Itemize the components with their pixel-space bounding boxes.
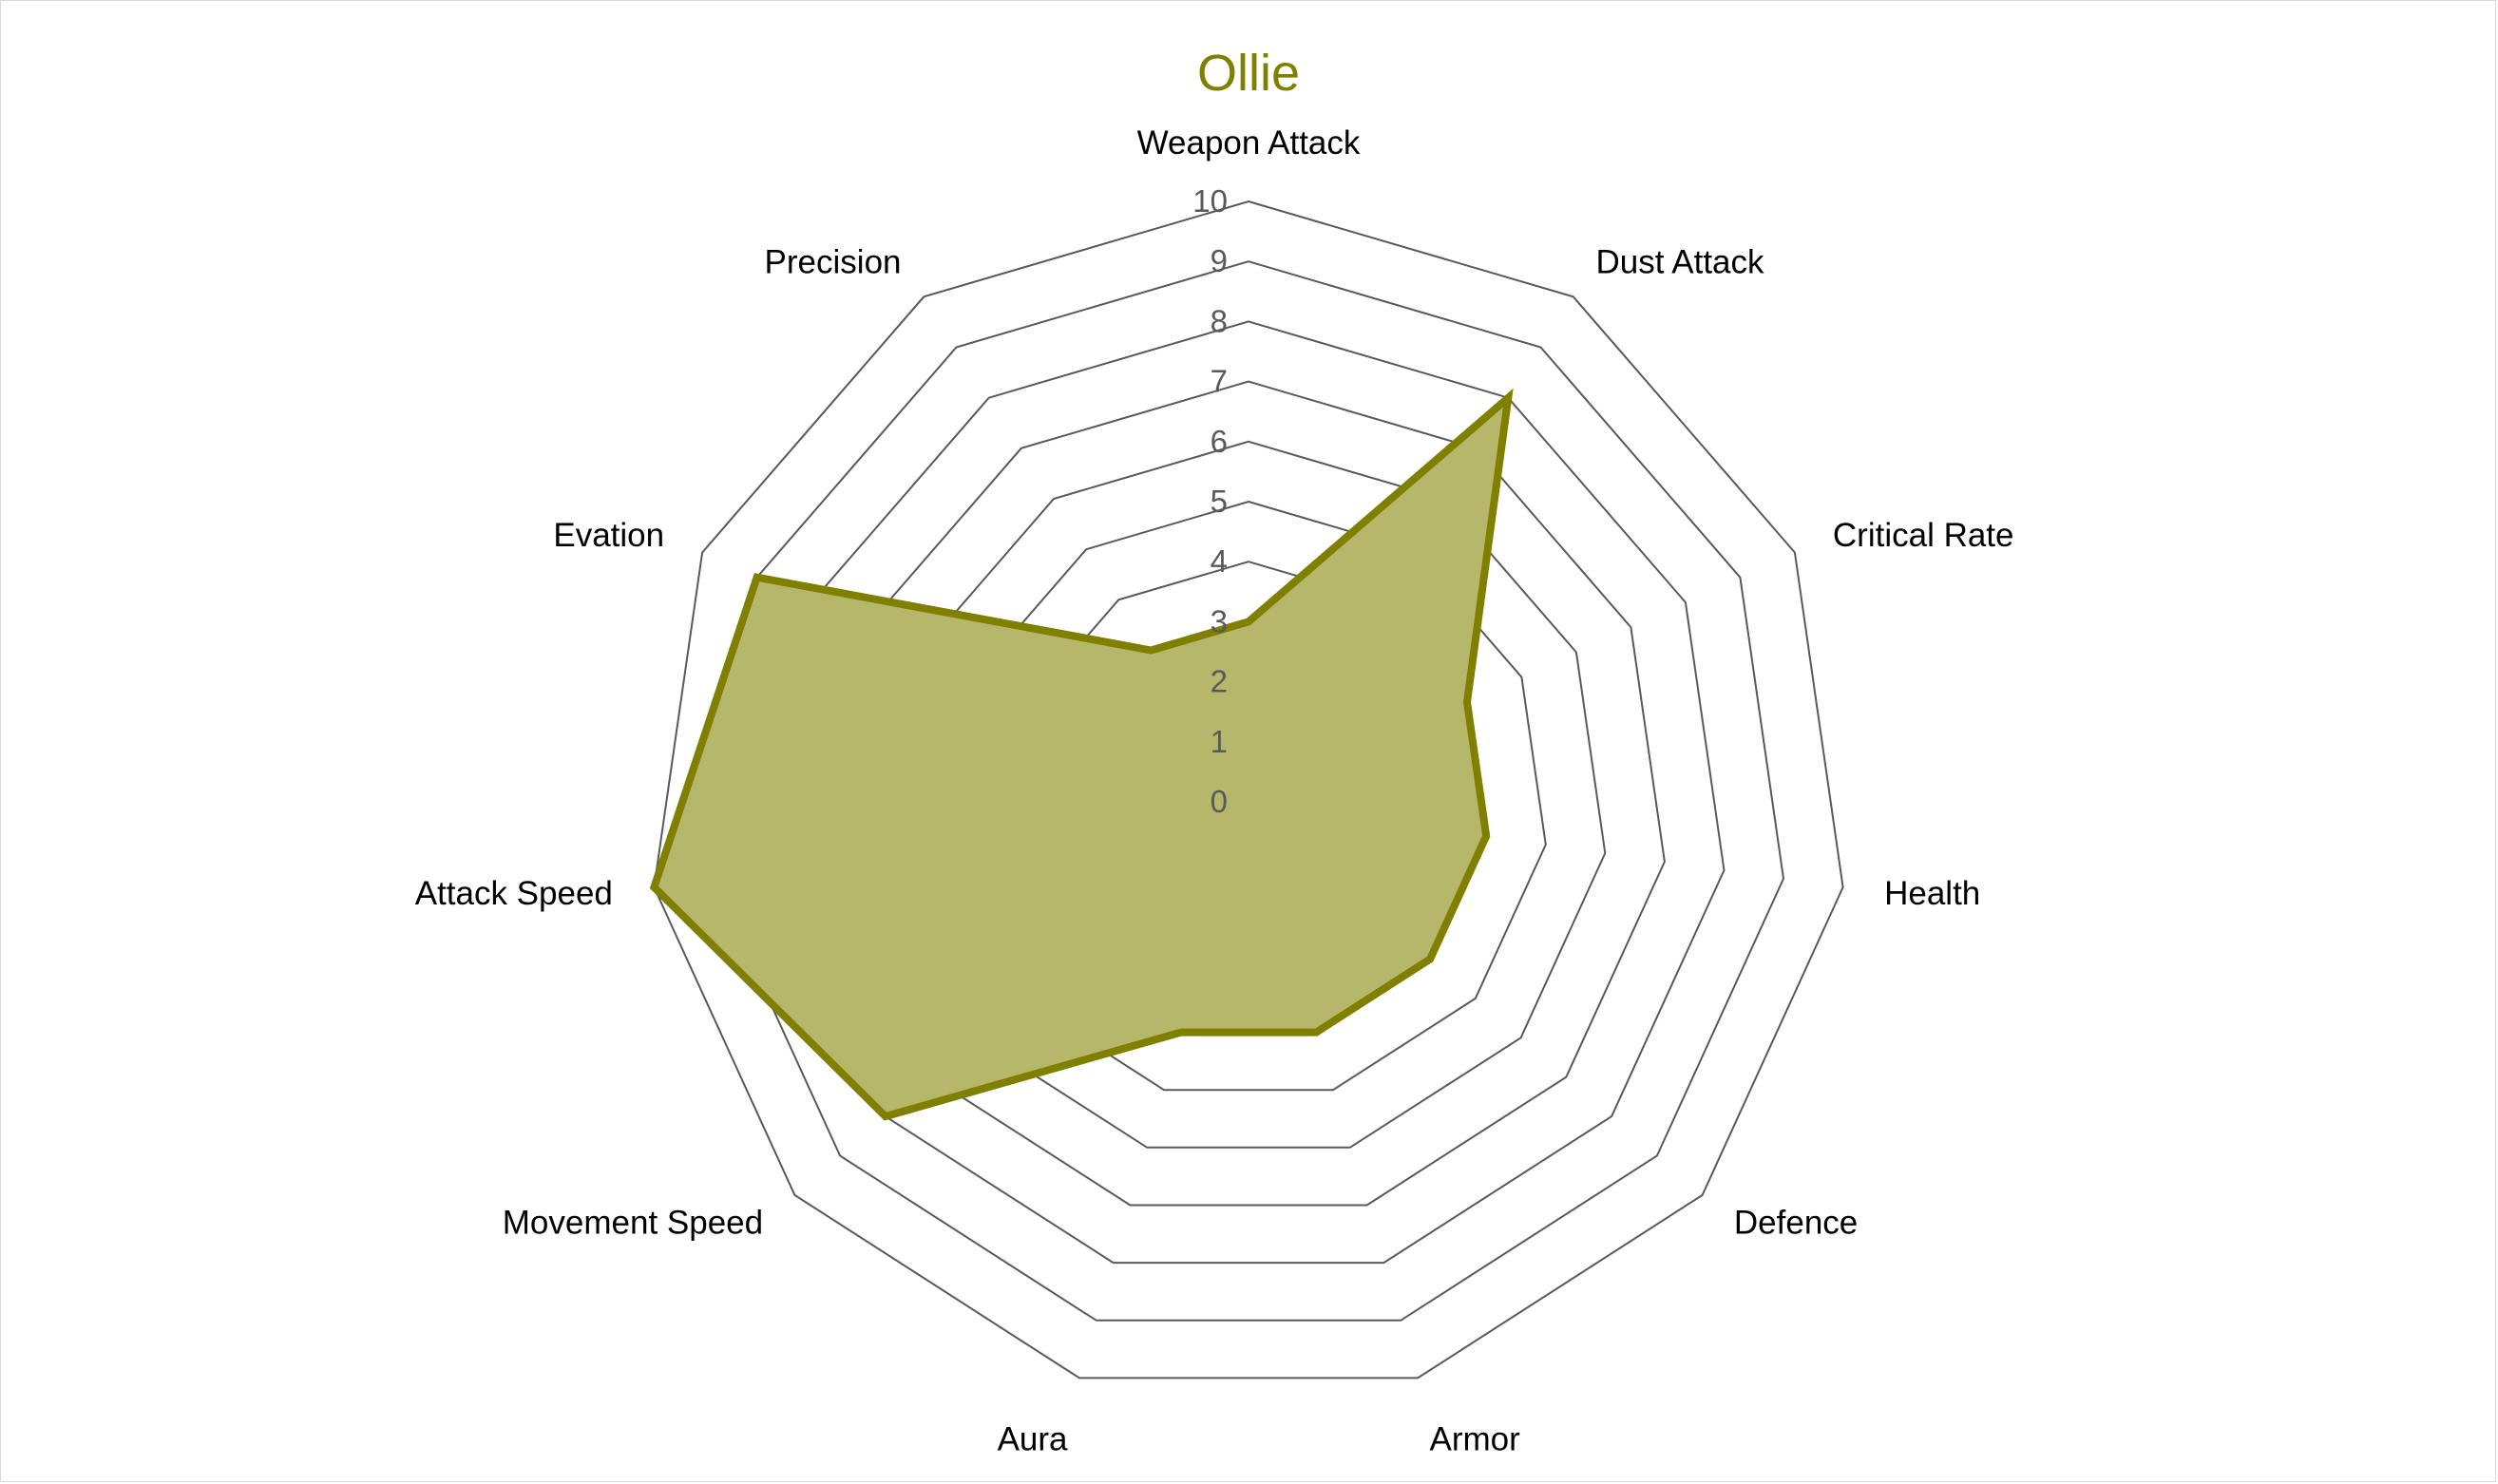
grid-ring-8 <box>772 320 1726 1265</box>
radar-tick-labels: 0 1 2 3 4 5 6 7 8 9 10 <box>1192 183 1228 819</box>
series-area-0 <box>649 388 1514 1121</box>
tick-label-9: 9 <box>1211 243 1228 278</box>
tick-label-7: 7 <box>1211 364 1228 399</box>
radar-series-layer <box>649 388 1514 1121</box>
axis-label-attack-speed: Attack Speed <box>415 875 613 912</box>
grid-ring-9 <box>712 260 1785 1322</box>
tick-label-0: 0 <box>1211 784 1228 819</box>
axis-label-defence: Defence <box>1734 1205 1858 1242</box>
axis-label-dust-attack: Dust Attack <box>1596 243 1765 280</box>
axis-label-armor: Armor <box>1430 1421 1521 1458</box>
tick-label-1: 1 <box>1211 724 1228 759</box>
axis-label-evation: Evation <box>553 517 664 554</box>
axis-label-aura: Aura <box>998 1421 1068 1458</box>
tick-label-3: 3 <box>1211 603 1228 638</box>
grid-ring-7 <box>831 380 1666 1207</box>
tick-label-6: 6 <box>1211 424 1228 459</box>
axis-label-weapon-attack: Weapon Attack <box>1137 124 1361 162</box>
chart-title: Ollie <box>1197 45 1300 102</box>
axis-label-precision: Precision <box>765 243 902 280</box>
tick-label-2: 2 <box>1211 664 1228 699</box>
axis-label-health: Health <box>1884 875 1980 912</box>
tick-label-4: 4 <box>1211 543 1228 579</box>
grid-ring-10 <box>653 200 1844 1379</box>
axis-label-movement-speed: Movement Speed <box>503 1205 763 1242</box>
tick-label-10: 10 <box>1192 183 1228 219</box>
radar-axis-labels: Weapon Attack Dust Attack Critical Rate Hea… <box>415 124 2014 1458</box>
axis-label-critical-rate: Critical Rate <box>1833 517 2014 554</box>
tick-label-5: 5 <box>1211 484 1228 519</box>
tick-label-8: 8 <box>1211 303 1228 338</box>
